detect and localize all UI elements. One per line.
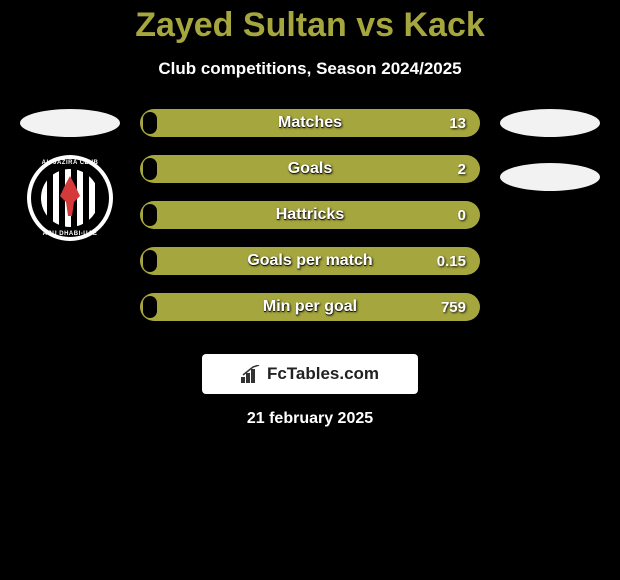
club-badge-placeholder [500,163,600,191]
right-player-column [490,109,610,209]
stats-column: Matches13 Goals2 Hattricks0 Goals per match… [140,109,480,339]
stat-label: Min per goal [140,293,480,321]
date-label: 21 february 2025 [0,410,620,428]
left-player-column: AL-JAZIRA CLUB ABU DHABI-UAE [10,109,130,241]
stat-bar: Goals2 [140,155,480,183]
stat-value: 0.15 [437,247,466,275]
stat-label: Matches [140,109,480,137]
stat-bar: Matches13 [140,109,480,137]
stat-label: Hattricks [140,201,480,229]
stat-value: 759 [441,293,466,321]
stat-bar: Goals per match0.15 [140,247,480,275]
stat-value: 13 [449,109,466,137]
page-title: Zayed Sultan vs Kack [0,0,620,45]
fctables-logo[interactable]: FcTables.com [202,354,418,394]
player-photo-placeholder [500,109,600,137]
subtitle: Club competitions, Season 2024/2025 [0,59,620,79]
logo-text: FcTables.com [267,364,379,384]
club-badge: AL-JAZIRA CLUB ABU DHABI-UAE [27,155,113,241]
stat-value: 0 [458,201,466,229]
badge-city: ABU DHABI-UAE [27,231,113,237]
chart-icon [241,365,261,383]
stat-label: Goals [140,155,480,183]
stat-value: 2 [458,155,466,183]
player-photo-placeholder [20,109,120,137]
badge-club-name: AL-JAZIRA CLUB [27,160,113,166]
stat-bar: Min per goal759 [140,293,480,321]
stat-bar: Hattricks0 [140,201,480,229]
stat-label: Goals per match [140,247,480,275]
